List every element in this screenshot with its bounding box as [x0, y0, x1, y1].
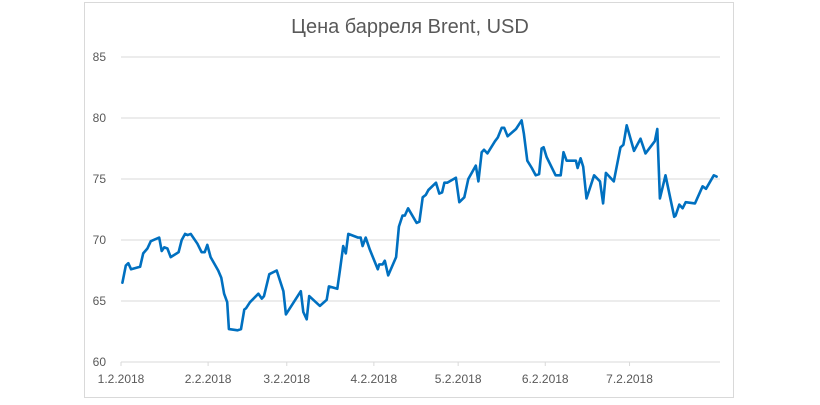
x-tick-label: 4.2.2018 [351, 372, 398, 386]
x-tick-label: 5.2.2018 [435, 372, 482, 386]
x-tick-label: 2.2.2018 [185, 372, 232, 386]
x-tick-label: 7.2.2018 [606, 372, 653, 386]
y-tick-label: 80 [93, 111, 107, 125]
y-tick-label: 85 [93, 50, 107, 64]
y-tick-label: 65 [93, 294, 107, 308]
chart-title: Цена барреля Brent, USD [291, 16, 529, 38]
y-tick-label: 70 [93, 233, 107, 247]
y-tick-label: 75 [93, 172, 107, 186]
x-tick-label: 1.2.2018 [98, 372, 145, 386]
x-tick-label: 6.2.2018 [522, 372, 569, 386]
x-tick-label: 3.2.2018 [263, 372, 310, 386]
y-tick-label: 60 [93, 355, 107, 369]
chart-area [84, 2, 734, 398]
series-line-brent [121, 119, 718, 332]
